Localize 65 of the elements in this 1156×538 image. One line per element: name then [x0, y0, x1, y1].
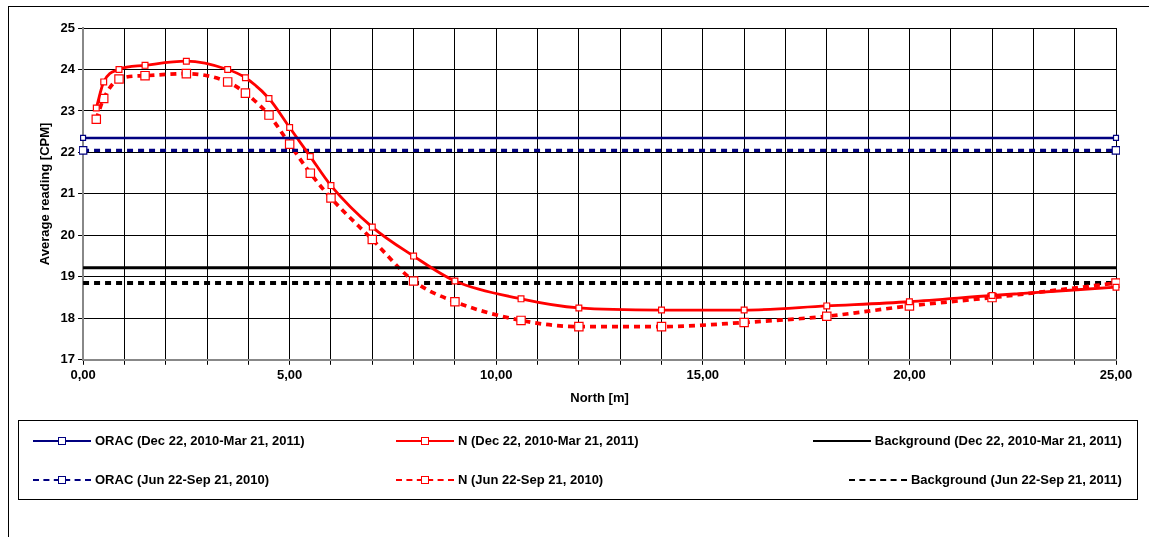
point [305, 168, 316, 178]
point [739, 317, 749, 328]
point [367, 234, 378, 245]
point [905, 298, 913, 306]
point [1112, 283, 1120, 291]
point [408, 276, 419, 286]
x-tick-label: 15,00 [686, 367, 720, 383]
point [1111, 146, 1120, 155]
point [92, 104, 100, 112]
point [327, 182, 335, 190]
point [822, 311, 832, 322]
legend-label: ORAC (Jun 22-Sep 21, 2010) [95, 472, 270, 487]
x-tick-label: 5,00 [276, 367, 303, 383]
point [823, 302, 831, 310]
y-tick-label: 21 [60, 185, 76, 201]
y-tick-label: 22 [60, 144, 76, 159]
y-axis-title: Average reading [CPM] [37, 122, 53, 266]
point [79, 134, 87, 141]
point [658, 306, 666, 314]
point [286, 124, 294, 132]
point [306, 153, 314, 161]
legend-label: Background (Jun 22-Sep 21, 2011) [910, 472, 1122, 487]
point [575, 304, 583, 312]
point [450, 296, 460, 307]
point [516, 315, 526, 326]
point [326, 193, 336, 203]
y-tick-label: 24 [60, 61, 76, 77]
point [241, 74, 249, 82]
point [115, 65, 123, 73]
legend-label: N (Jun 22-Sep 21, 2010) [457, 472, 604, 487]
point [740, 306, 748, 314]
point [1112, 134, 1120, 141]
x-axis-title: North [m] [570, 389, 629, 405]
legend-label: N (Dec 22, 2010-Mar 21, 2011) [457, 433, 639, 448]
point [114, 74, 124, 84]
point [182, 57, 190, 65]
x-tick-label: 20,00 [893, 367, 926, 383]
point [574, 321, 584, 332]
point [141, 61, 149, 69]
x-tick-label: 10,00 [479, 367, 513, 383]
y-tick-label: 25 [60, 19, 76, 35]
point [264, 110, 274, 120]
y-tick-label: 17 [60, 351, 76, 367]
point [656, 321, 667, 332]
y-tick-label: 20 [60, 226, 76, 242]
y-tick-label: 23 [60, 102, 76, 118]
x-tick-label: 0,00 [70, 367, 96, 383]
point [368, 223, 376, 231]
x-tick-label: 25,00 [1099, 367, 1133, 383]
point [265, 95, 273, 103]
point [451, 277, 459, 285]
point [222, 77, 233, 87]
point [140, 70, 150, 81]
point [410, 252, 418, 260]
point [91, 114, 102, 125]
legend-label: Background (Dec 22, 2010-Mar 21, 2011) [874, 433, 1122, 448]
point [517, 295, 525, 303]
y-tick-label: 19 [60, 268, 76, 284]
y-tick-label: 18 [60, 309, 76, 325]
point [181, 68, 192, 79]
point [224, 65, 232, 73]
legend-label: ORAC (Dec 22, 2010-Mar 21, 2011) [95, 433, 305, 448]
point [240, 88, 251, 98]
point [284, 139, 295, 149]
point [100, 78, 108, 86]
